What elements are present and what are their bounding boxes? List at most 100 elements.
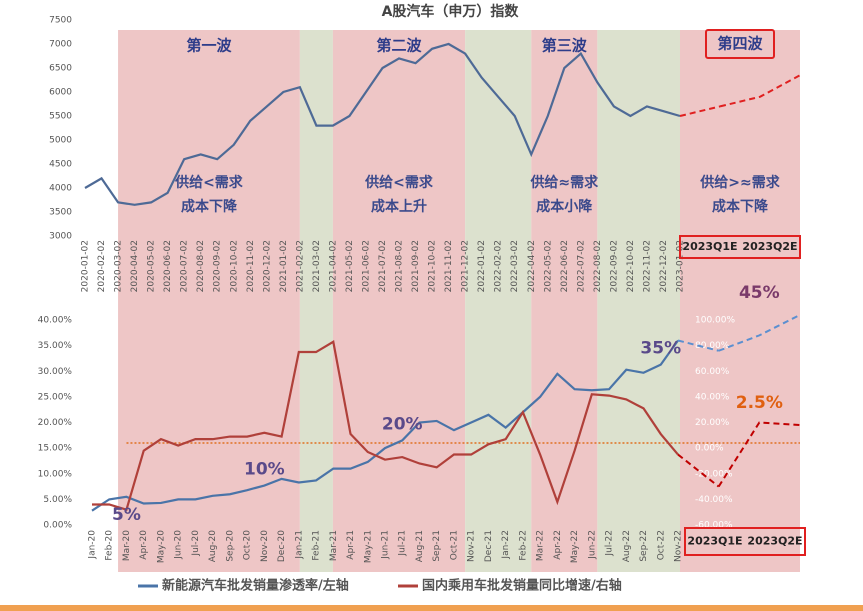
wave-box [705, 29, 775, 59]
x-tick-label: 2021-05-02 [345, 240, 355, 292]
x-tick-label: Sep-22 [639, 530, 649, 562]
x-tick-label: 2022-04-02 [527, 240, 537, 292]
y2-tick-label: 60.00% [695, 367, 730, 377]
x-tick-label: Nov-20 [260, 530, 270, 562]
x-tick-label: 2021-12-02 [461, 240, 471, 292]
x-tick-label: Nov-21 [467, 530, 477, 562]
footer-bar [0, 605, 863, 611]
y2-tick-label: -40.00% [695, 495, 733, 505]
y2-tick-label: 20.00% [695, 418, 730, 428]
phase-note: 成本上升 [371, 198, 427, 215]
x-tick-label: Mar-21 [329, 530, 339, 561]
y-tick-label: 7000 [49, 40, 72, 50]
y-tick-label: 5000 [49, 136, 72, 146]
x-tick-label: Nov-22 [674, 530, 684, 562]
x-tick-label: 2020-07-02 [180, 240, 190, 292]
phase-note: 成本下降 [712, 198, 769, 215]
x-tick-label: Mar-22 [536, 530, 546, 561]
x-tick-label: Sep-20 [225, 530, 235, 562]
phase-note: 供给<需求 [364, 174, 434, 191]
phase-band [680, 30, 800, 572]
x-tick-label: 2022-07-02 [576, 240, 586, 292]
x-tick-label: 2020-04-02 [130, 240, 140, 292]
y2-tick-label: 100.00% [695, 316, 735, 326]
x-tick-label: 2021-09-02 [411, 240, 421, 292]
forecast-label: 2023Q1E [687, 535, 742, 548]
x-tick-label: Feb-22 [518, 530, 528, 561]
y-tick-label: 10.00% [38, 469, 73, 479]
x-tick-label: Sep-21 [432, 530, 442, 562]
x-tick-label: May-20 [156, 530, 166, 563]
y-tick-label: 30.00% [38, 367, 73, 377]
x-tick-label: Jul-20 [191, 530, 201, 557]
x-tick-label: 2020-11-02 [246, 240, 256, 292]
x-tick-label: 2020-09-02 [213, 240, 223, 292]
x-tick-label: 2021-10-02 [428, 240, 438, 292]
data-line [92, 340, 679, 511]
x-tick-label: 2020-03-02 [114, 240, 124, 292]
y2-tick-label: -20.00% [695, 469, 733, 479]
y-tick-label: 6000 [49, 88, 72, 98]
phase-note: 成本小降 [536, 198, 593, 215]
phase-note: 供给<需求 [174, 174, 244, 191]
y-tick-label: 20.00% [38, 418, 73, 428]
x-tick-label: Oct-21 [449, 530, 459, 560]
phase-note: 供给>≈需求 [699, 174, 780, 191]
x-tick-label: 2021-03-02 [312, 240, 322, 292]
wave-label: 第二波 [377, 37, 423, 55]
x-tick-label: Jan-21 [294, 530, 304, 560]
x-tick-label: Jun-20 [174, 530, 184, 560]
annotation: 20% [382, 414, 423, 434]
x-tick-label: 2021-08-02 [395, 240, 405, 292]
x-tick-label: 2020-05-02 [147, 240, 157, 292]
annotation: 5% [112, 505, 141, 525]
x-tick-label: Apr-21 [346, 530, 356, 560]
phase-note: 成本下降 [181, 198, 238, 215]
x-tick-label: 2022-12-02 [659, 240, 669, 292]
legend-label: 国内乘用车批发销量同比增速/右轴 [422, 578, 622, 594]
x-tick-label: 2020-12-02 [262, 240, 272, 292]
x-tick-label: 2022-10-02 [626, 240, 636, 292]
x-tick-label: 2021-02-02 [295, 240, 305, 292]
phase-band [465, 30, 532, 572]
forecast-box [684, 527, 806, 556]
forecast-label: 2023Q2E [742, 240, 797, 253]
x-tick-label: Mar-20 [122, 530, 132, 561]
y-tick-label: 25.00% [38, 392, 73, 402]
annotation: 2.5% [736, 393, 783, 413]
x-tick-label: 2020-08-02 [196, 240, 206, 292]
x-tick-label: Aug-21 [415, 530, 425, 562]
x-tick-label: Jul-22 [605, 530, 615, 557]
forecast-box [679, 235, 801, 259]
y-tick-label: 5.00% [43, 495, 72, 505]
x-tick-label: 2022-08-02 [593, 240, 603, 292]
forecast-connector [677, 339, 719, 352]
forecast-connector [677, 453, 720, 488]
x-tick-label: 2021-04-02 [328, 240, 338, 292]
y-tick-label: 0.00% [43, 521, 72, 531]
forecast-line [717, 421, 801, 488]
x-tick-label: Jul-21 [398, 530, 408, 557]
annotation: 10% [244, 460, 285, 480]
phase-note: 供给≈需求 [529, 174, 599, 191]
y2-tick-label: 40.00% [695, 392, 730, 402]
wave-label: 第四波 [717, 35, 763, 53]
x-tick-label: Oct-20 [243, 530, 253, 561]
x-tick-label: 2023-01-02 [676, 240, 686, 292]
y-tick-label: 5500 [49, 112, 72, 122]
phase-band [531, 30, 598, 572]
forecast-label: 2023Q2E [747, 535, 802, 548]
x-tick-label: 2021-07-02 [378, 240, 388, 292]
x-tick-label: Dec-21 [484, 530, 494, 562]
x-tick-label: 2021-06-02 [361, 240, 371, 292]
x-tick-label: Jan-22 [501, 530, 511, 560]
y-tick-label: 3500 [49, 208, 72, 218]
x-tick-label: Jan-20 [88, 530, 98, 560]
wave-label: 第一波 [186, 37, 232, 55]
x-tick-label: 2021-01-02 [279, 240, 289, 292]
x-tick-label: May-21 [363, 530, 373, 563]
phase-band [299, 30, 333, 572]
y-tick-label: 15.00% [38, 444, 73, 454]
y2-tick-label: 0.00% [695, 444, 724, 454]
